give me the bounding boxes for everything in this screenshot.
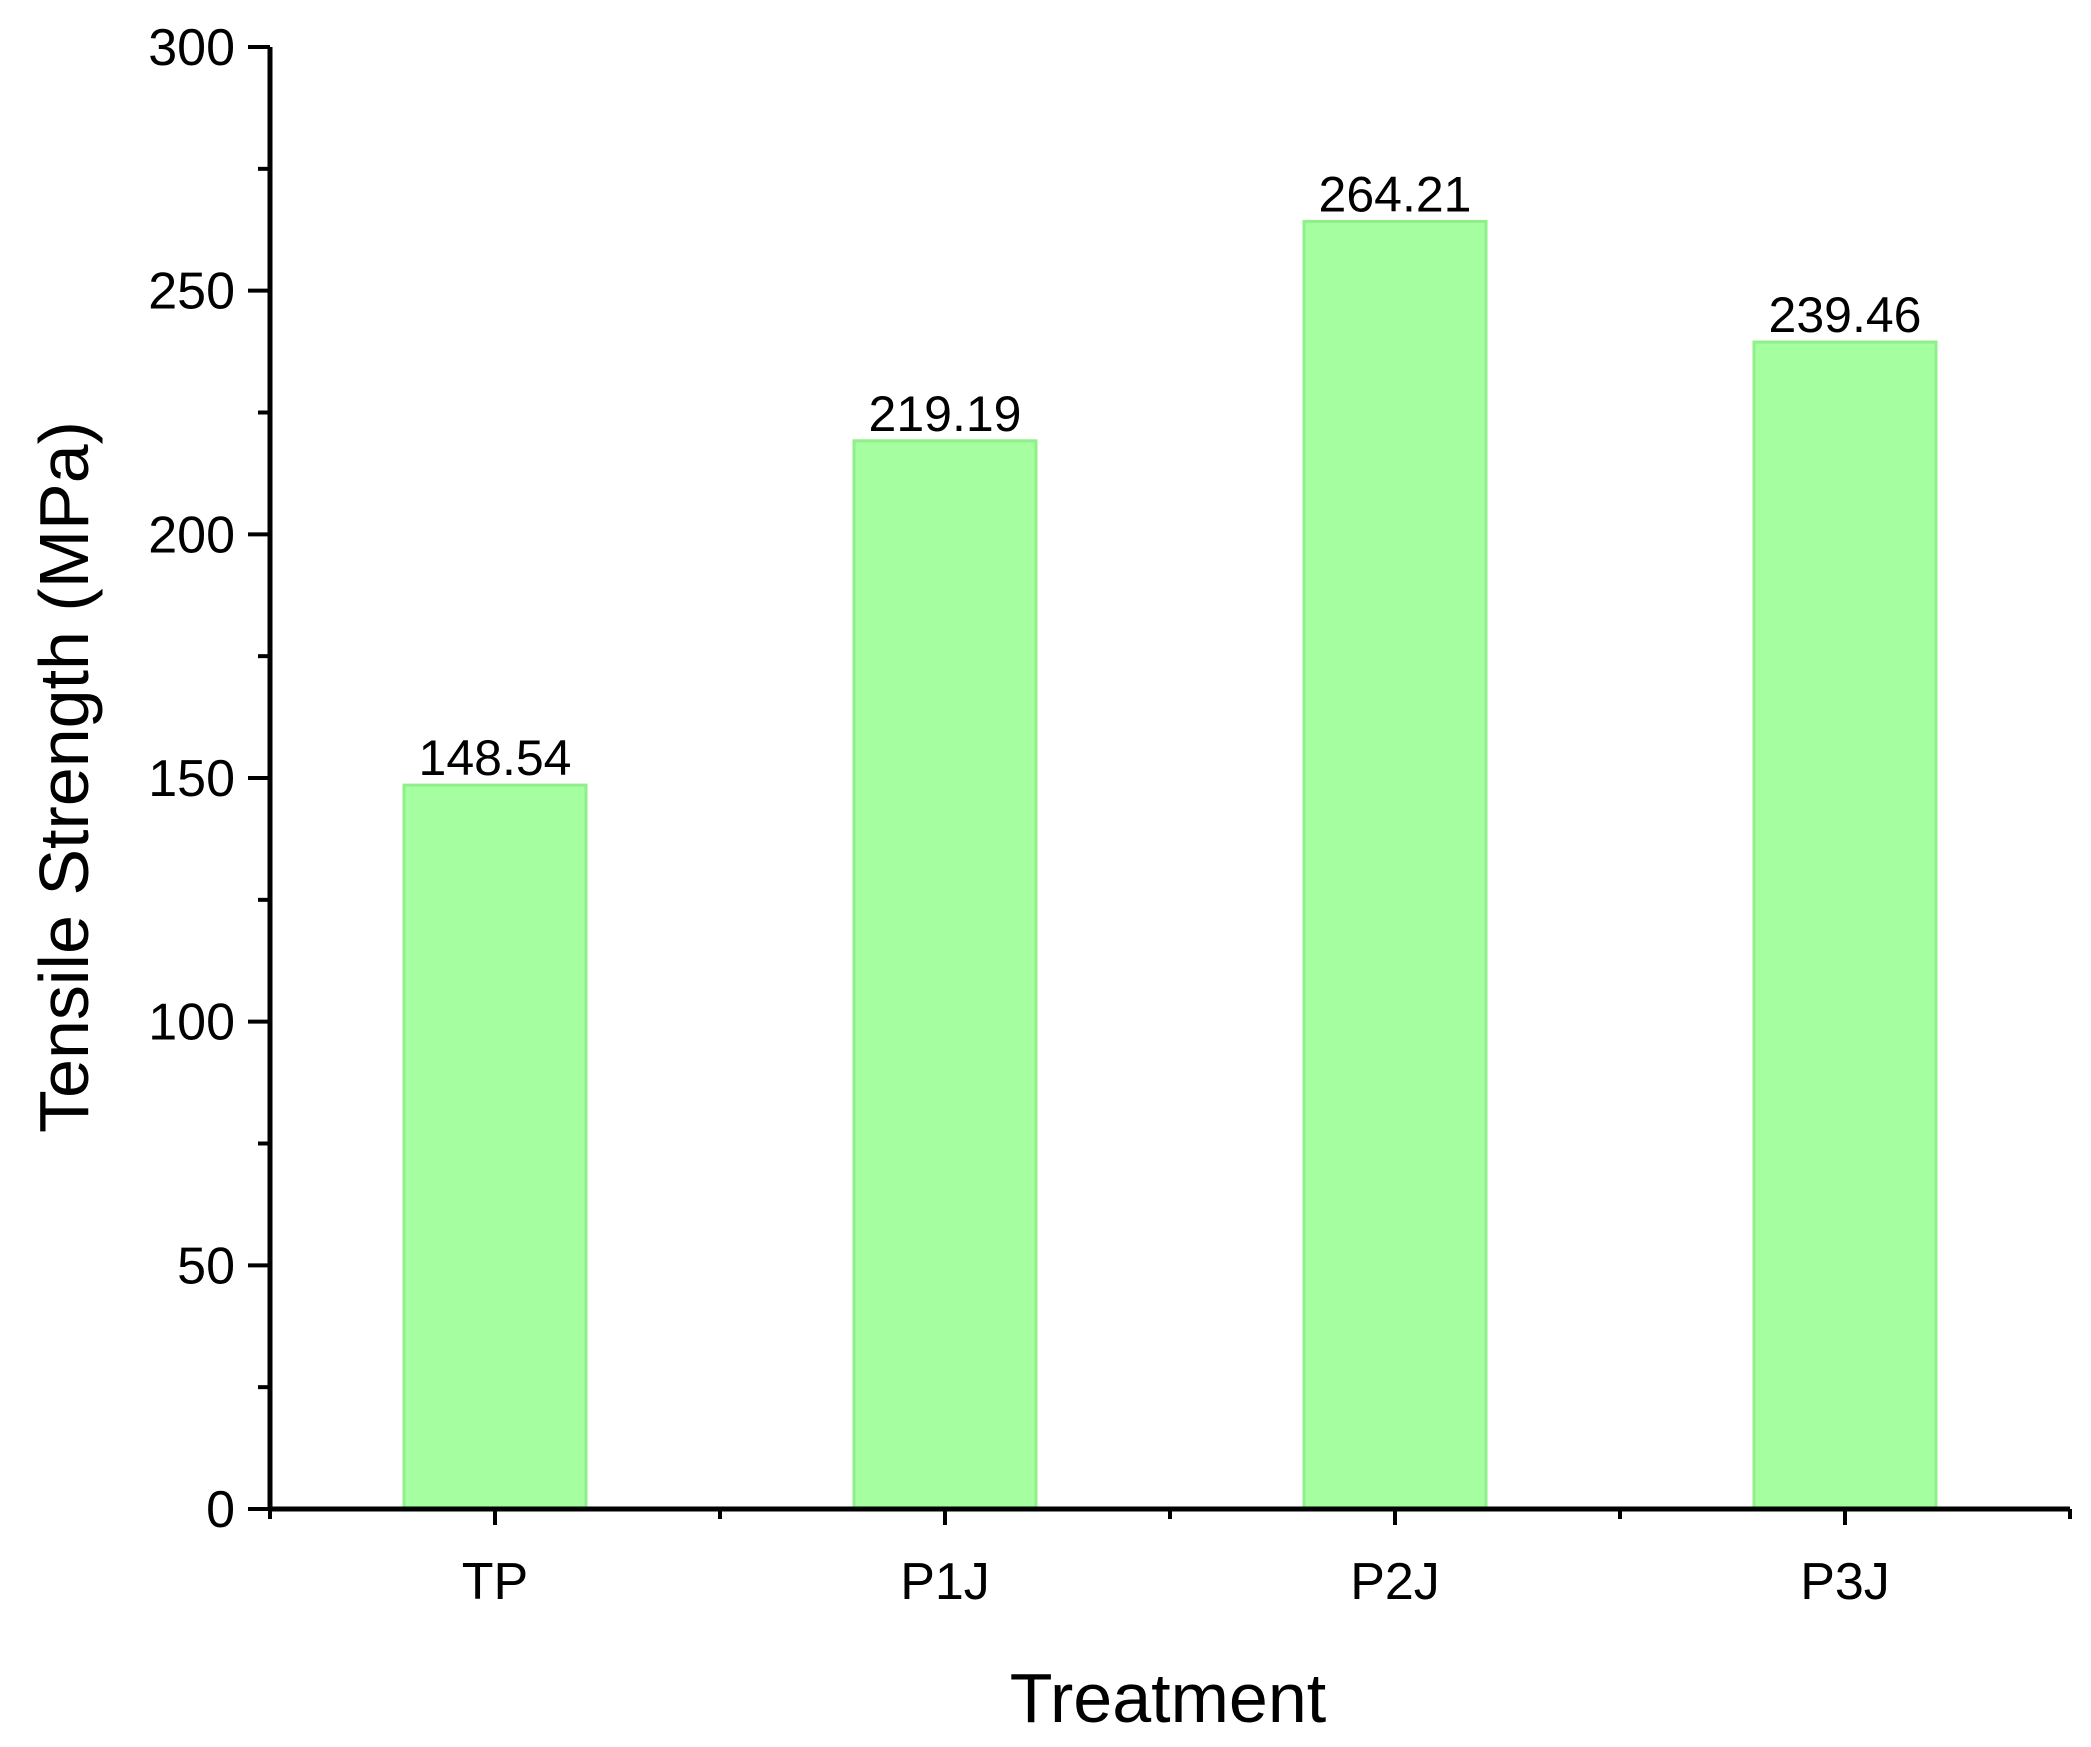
bar-tp	[402, 783, 588, 1511]
x-tick-label-p2j: P2J	[1350, 1553, 1440, 1611]
y-tick-label-0: 0	[206, 1481, 235, 1539]
labels-layer: 148.54 TP 219.19 P1J 264.21 P2J 239.46 P3J 0 50 10…	[148, 19, 1921, 1611]
axes-layer	[248, 45, 2072, 1525]
x-axis-title: Treatment	[1010, 1659, 1326, 1737]
data-label-p1j: 219.19	[869, 386, 1022, 442]
y-tick-label-300: 300	[148, 19, 235, 77]
data-label-p3j: 239.46	[1769, 287, 1922, 343]
y-axis-title: Tensile Strength (MPa)	[25, 421, 103, 1133]
bar-p3j	[1752, 340, 1938, 1511]
y-tick-label-250: 250	[148, 263, 235, 321]
x-tick-label-tp: TP	[462, 1553, 528, 1611]
data-label-tp: 148.54	[419, 730, 572, 786]
bars-layer	[402, 219, 1938, 1511]
y-tick-label-100: 100	[148, 994, 235, 1052]
y-tick-label-150: 150	[148, 750, 235, 808]
bar-p1j	[852, 439, 1038, 1511]
y-tick-label-50: 50	[177, 1237, 235, 1295]
bar-p2j	[1302, 219, 1488, 1511]
data-label-p2j: 264.21	[1319, 166, 1472, 222]
x-tick-label-p3j: P3J	[1800, 1553, 1890, 1611]
x-tick-label-p1j: P1J	[900, 1553, 990, 1611]
y-tick-label-200: 200	[148, 506, 235, 564]
